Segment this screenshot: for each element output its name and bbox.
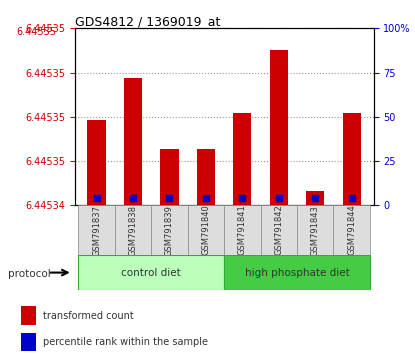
FancyBboxPatch shape [78, 255, 224, 290]
Text: 6.44535: 6.44535 [17, 27, 56, 36]
Text: high phosphate diet: high phosphate diet [244, 268, 349, 278]
Bar [270, 50, 288, 205]
Text: control diet: control diet [121, 268, 181, 278]
Text: GSM791838: GSM791838 [129, 205, 137, 256]
Bar [342, 113, 361, 205]
Bar [233, 113, 251, 205]
Bar [306, 191, 324, 205]
FancyBboxPatch shape [333, 205, 370, 255]
Text: GDS4812 / 1369019_at: GDS4812 / 1369019_at [75, 15, 220, 28]
FancyBboxPatch shape [224, 255, 370, 290]
Bar [124, 78, 142, 205]
FancyBboxPatch shape [188, 205, 224, 255]
Text: percentile rank within the sample: percentile rank within the sample [43, 337, 208, 347]
Bar [197, 149, 215, 205]
FancyBboxPatch shape [261, 205, 297, 255]
Text: GSM791840: GSM791840 [201, 205, 210, 256]
Text: protocol: protocol [8, 269, 51, 279]
Bar [21, 306, 36, 325]
FancyBboxPatch shape [78, 205, 115, 255]
Text: GSM791841: GSM791841 [238, 205, 247, 256]
FancyBboxPatch shape [297, 205, 333, 255]
Text: GSM791843: GSM791843 [311, 205, 320, 256]
Text: GSM791842: GSM791842 [274, 205, 283, 256]
Bar [88, 120, 106, 205]
FancyBboxPatch shape [151, 205, 188, 255]
FancyBboxPatch shape [224, 205, 261, 255]
Text: GSM791844: GSM791844 [347, 205, 356, 256]
Text: GSM791837: GSM791837 [92, 205, 101, 256]
Text: transformed count: transformed count [43, 311, 134, 321]
Text: GSM791839: GSM791839 [165, 205, 174, 256]
Bar [21, 333, 36, 351]
Bar [160, 149, 178, 205]
FancyBboxPatch shape [115, 205, 151, 255]
